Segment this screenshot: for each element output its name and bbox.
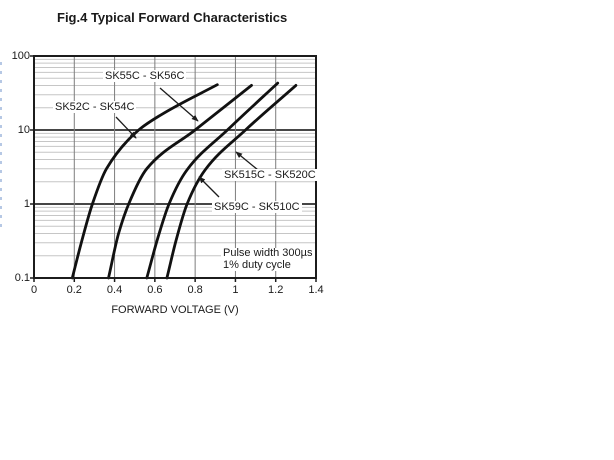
annotation-sk59c-sk510c: SK59C - SK510C xyxy=(212,201,302,213)
axis-ticks xyxy=(30,55,317,282)
plot-border xyxy=(33,55,317,279)
y-tick-label: 1 xyxy=(23,197,30,210)
curve-sk55c-sk56c xyxy=(107,84,253,280)
chart-canvas xyxy=(30,55,317,282)
arrow-to-sk515c-curve xyxy=(235,151,259,171)
curve-sk52c-sk54c xyxy=(70,83,219,280)
curve-sk515c-sk520c xyxy=(165,84,298,280)
x-tick-label: 1 xyxy=(232,284,239,296)
arrow-to-sk55c-curve xyxy=(159,87,199,122)
pulse-condition-note: Pulse width 300µs 1% duty cycle xyxy=(221,247,315,271)
curve-sk59c-sk510c xyxy=(145,81,280,280)
arrow-to-sk52c-curve xyxy=(115,116,137,139)
y-tick-label: 10 xyxy=(17,123,30,136)
curves xyxy=(70,81,298,280)
annotation-arrows xyxy=(115,87,259,198)
x-tick-label: 0.6 xyxy=(147,284,163,296)
chart-figure: SK55C - SK56C SK52C - SK54C SK515C - SK5… xyxy=(0,0,360,330)
duty-cycle-line: 1% duty cycle xyxy=(223,258,291,271)
arrow-to-sk59c-curve xyxy=(198,176,220,198)
pulse-width-line: Pulse width 300µs xyxy=(223,247,313,259)
annotation-sk52c-sk54c: SK52C - SK54C xyxy=(53,101,137,113)
clipped-left-edge-text-artifact xyxy=(0,62,2,228)
y-tick-label: 100 xyxy=(11,49,30,62)
annotation-sk515c-sk520c: SK515C - SK520C xyxy=(222,169,318,181)
x-tick-label: 1.2 xyxy=(268,284,284,296)
x-axis-title: FORWARD VOLTAGE (V) xyxy=(111,304,239,316)
figure-title: Fig.4 Typical Forward Characteristics xyxy=(57,10,288,25)
x-tick-label: 0.2 xyxy=(66,284,82,296)
x-tick-label: 1.4 xyxy=(308,284,324,296)
x-tick-label: 0.4 xyxy=(106,284,123,296)
x-tick-label: 0.8 xyxy=(187,284,203,296)
y-tick-label: 0.1 xyxy=(14,271,30,284)
x-tick-label: 0 xyxy=(30,284,38,296)
grid xyxy=(34,56,316,278)
annotation-sk55c-sk56c: SK55C - SK56C xyxy=(103,70,187,82)
